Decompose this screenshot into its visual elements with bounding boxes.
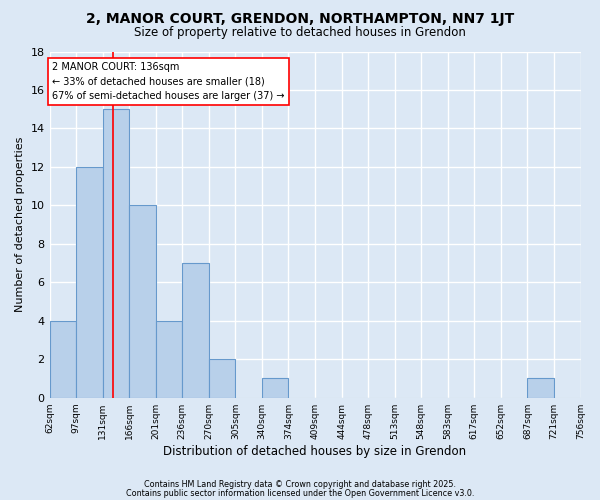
Bar [527,378,554,398]
Text: Size of property relative to detached houses in Grendon: Size of property relative to detached ho… [134,26,466,39]
Bar [182,263,209,398]
Bar [156,321,182,398]
Bar [50,321,76,398]
Bar [262,378,289,398]
X-axis label: Distribution of detached houses by size in Grendon: Distribution of detached houses by size … [163,444,467,458]
Bar [103,109,129,398]
Text: 2, MANOR COURT, GRENDON, NORTHAMPTON, NN7 1JT: 2, MANOR COURT, GRENDON, NORTHAMPTON, NN… [86,12,514,26]
Y-axis label: Number of detached properties: Number of detached properties [15,137,25,312]
Bar [209,359,235,398]
Text: 2 MANOR COURT: 136sqm
← 33% of detached houses are smaller (18)
67% of semi-deta: 2 MANOR COURT: 136sqm ← 33% of detached … [52,62,284,102]
Bar [129,206,156,398]
Text: Contains HM Land Registry data © Crown copyright and database right 2025.: Contains HM Land Registry data © Crown c… [144,480,456,489]
Bar [76,167,103,398]
Text: Contains public sector information licensed under the Open Government Licence v3: Contains public sector information licen… [126,488,474,498]
